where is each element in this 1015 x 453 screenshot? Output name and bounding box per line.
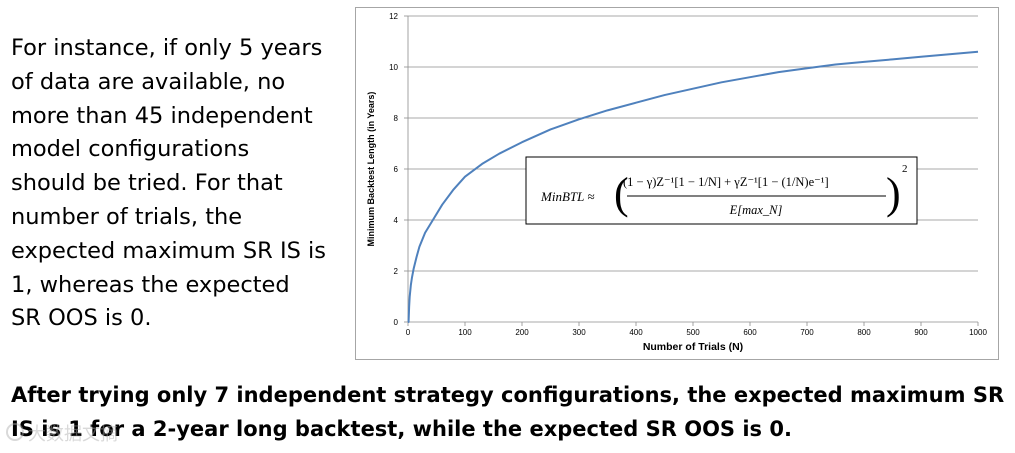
formula-box: MinBTL ≈ ( (1 − γ)Z⁻¹[1 − 1/N] + γZ⁻¹[1 … bbox=[525, 156, 918, 225]
x-tick-label: 500 bbox=[686, 328, 700, 337]
bottom-paragraph: After trying only 7 independent strategy… bbox=[11, 378, 1011, 446]
formula-close-paren: ) bbox=[886, 169, 901, 218]
y-tick-label: 2 bbox=[394, 267, 399, 276]
y-tick-label: 4 bbox=[394, 216, 399, 225]
y-tick-label: 12 bbox=[389, 12, 398, 21]
x-axis-label: Number of Trials (N) bbox=[643, 341, 743, 353]
min-btl-chart: 0 2 4 6 8 10 12 0 100 200 300 400 500 600 700 800 900 100… bbox=[366, 12, 987, 353]
left-paragraph-line: more than 45 independent bbox=[11, 102, 313, 129]
y-axis-label: Minimum Backtest Length (in Years) bbox=[366, 92, 376, 247]
left-paragraph-line: expected maximum SR IS is bbox=[11, 237, 326, 264]
left-paragraph-line: model configurations bbox=[11, 136, 250, 163]
chart-panel: 0 2 4 6 8 10 12 0 100 200 300 400 500 600 700 800 900 100… bbox=[355, 7, 999, 360]
series-layer bbox=[407, 50, 979, 323]
left-paragraph-line: of data are available, no bbox=[11, 68, 286, 95]
formula-lhs: MinBTL ≈ bbox=[540, 189, 595, 204]
axes bbox=[404, 15, 979, 326]
y-tick-label: 6 bbox=[394, 165, 399, 174]
x-tick-label: 600 bbox=[743, 328, 757, 337]
x-tick-label: 300 bbox=[572, 328, 586, 337]
x-tick-label: 400 bbox=[629, 328, 643, 337]
left-paragraph-line: 1, whereas the expected bbox=[11, 271, 290, 298]
x-tick-label: 200 bbox=[515, 328, 529, 337]
x-tick-label: 900 bbox=[914, 328, 928, 337]
gridlines bbox=[408, 15, 978, 272]
formula-numerator: (1 − γ)Z⁻¹[1 − 1/N] + γZ⁻¹[1 − (1/N)e⁻¹] bbox=[623, 175, 829, 189]
formula-denominator: E[max_N] bbox=[729, 203, 783, 217]
left-paragraph-line: SR OOS is 0. bbox=[11, 305, 152, 332]
tick-labels: 0 2 4 6 8 10 12 0 100 200 300 400 500 600 700 800 900 100… bbox=[389, 12, 987, 337]
bottom-paragraph-line: IS is 1 for a 2-year long backtest, whil… bbox=[11, 417, 792, 441]
formula-open-paren: ( bbox=[614, 169, 629, 218]
left-paragraph: For instance, if only 5 years of data are… bbox=[11, 32, 341, 336]
y-tick-label: 8 bbox=[394, 114, 399, 123]
x-tick-label: 800 bbox=[857, 328, 871, 337]
bottom-paragraph-line: After trying only 7 independent strategy… bbox=[11, 383, 1005, 407]
y-tick-label: 0 bbox=[394, 318, 399, 327]
x-tick-label: 1000 bbox=[969, 328, 987, 337]
x-tick-label: 100 bbox=[458, 328, 472, 337]
left-paragraph-line: number of trials, the bbox=[11, 203, 243, 230]
y-tick-label: 10 bbox=[389, 63, 398, 72]
formula-exponent: 2 bbox=[902, 163, 908, 175]
left-paragraph-line: For instance, if only 5 years bbox=[11, 35, 323, 61]
x-tick-label: 0 bbox=[406, 328, 411, 337]
x-tick-label: 700 bbox=[800, 328, 814, 337]
left-paragraph-line: should be tried. For that bbox=[11, 170, 283, 197]
